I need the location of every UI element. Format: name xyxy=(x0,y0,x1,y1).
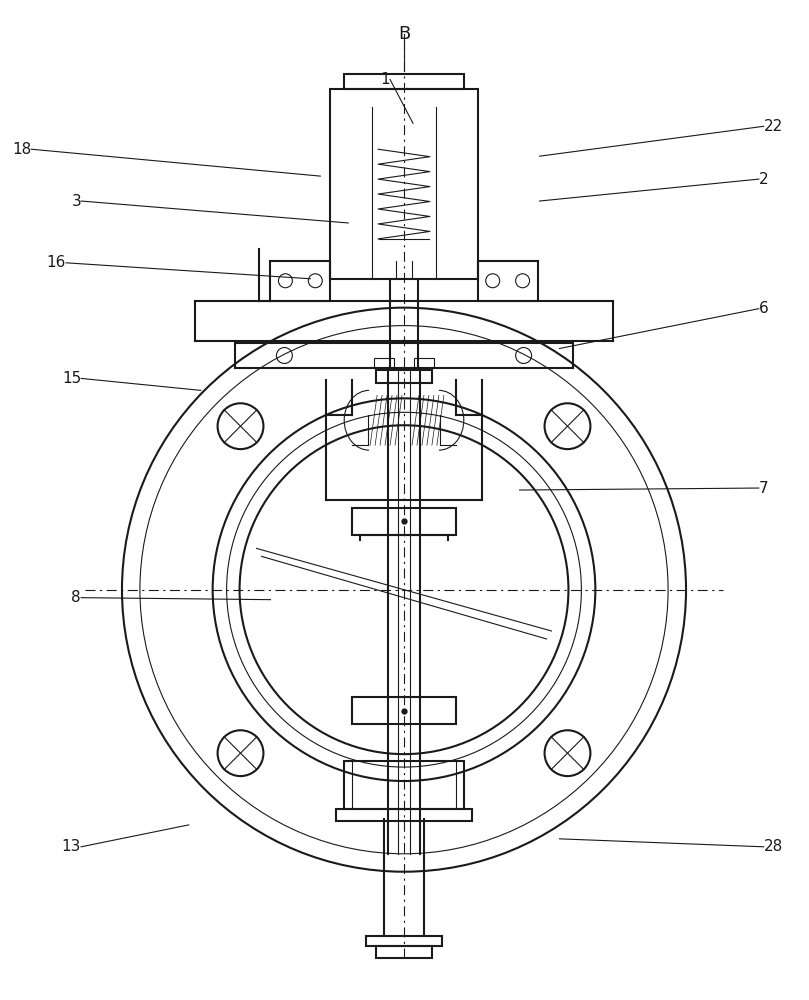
Text: 18: 18 xyxy=(12,142,32,157)
Text: 13: 13 xyxy=(61,839,81,854)
Bar xyxy=(374,358,394,368)
Text: B: B xyxy=(398,25,410,43)
Bar xyxy=(366,936,442,946)
Text: 16: 16 xyxy=(47,255,66,270)
Text: 15: 15 xyxy=(61,371,81,386)
Text: 3: 3 xyxy=(71,194,81,209)
Text: 7: 7 xyxy=(759,481,769,496)
Bar xyxy=(376,370,432,383)
Bar xyxy=(270,261,330,301)
Bar xyxy=(344,761,464,809)
Text: 28: 28 xyxy=(764,839,783,854)
Bar xyxy=(352,697,455,724)
Bar xyxy=(337,809,472,821)
Bar xyxy=(414,358,434,368)
Bar xyxy=(352,508,455,535)
Bar xyxy=(478,261,537,301)
Text: 8: 8 xyxy=(71,590,81,605)
Text: 2: 2 xyxy=(759,172,769,187)
Bar xyxy=(376,946,432,958)
Bar xyxy=(344,74,464,89)
Text: 6: 6 xyxy=(759,301,769,316)
Bar xyxy=(330,89,478,279)
Text: 1: 1 xyxy=(380,72,390,87)
Text: 22: 22 xyxy=(764,119,783,134)
